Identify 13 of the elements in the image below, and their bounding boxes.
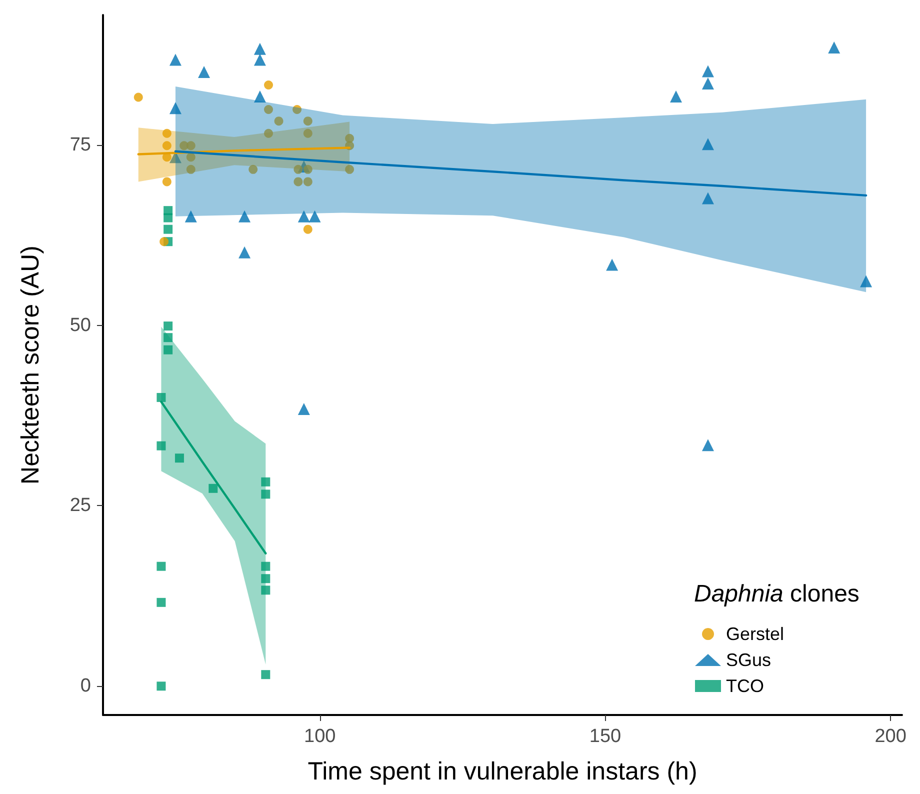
y-tick-label: 50 bbox=[70, 314, 91, 336]
y-tick-label: 25 bbox=[70, 495, 91, 516]
legend-label: Gerstel bbox=[726, 624, 784, 644]
y-axis-title: Neckteeth score (AU) bbox=[16, 246, 44, 484]
x-axis-title: Time spent in vulnerable instars (h) bbox=[308, 758, 698, 786]
y-tick-label: 75 bbox=[70, 134, 91, 156]
x-tick-label: 100 bbox=[304, 726, 336, 747]
legend-title: Daphnia clones bbox=[694, 580, 860, 608]
legend-label: TCO bbox=[726, 676, 764, 696]
legend-label: SGus bbox=[726, 650, 772, 670]
y-tick-label: 0 bbox=[80, 676, 91, 697]
x-tick-label: 150 bbox=[589, 726, 622, 747]
x-tick-label: 200 bbox=[874, 726, 906, 747]
